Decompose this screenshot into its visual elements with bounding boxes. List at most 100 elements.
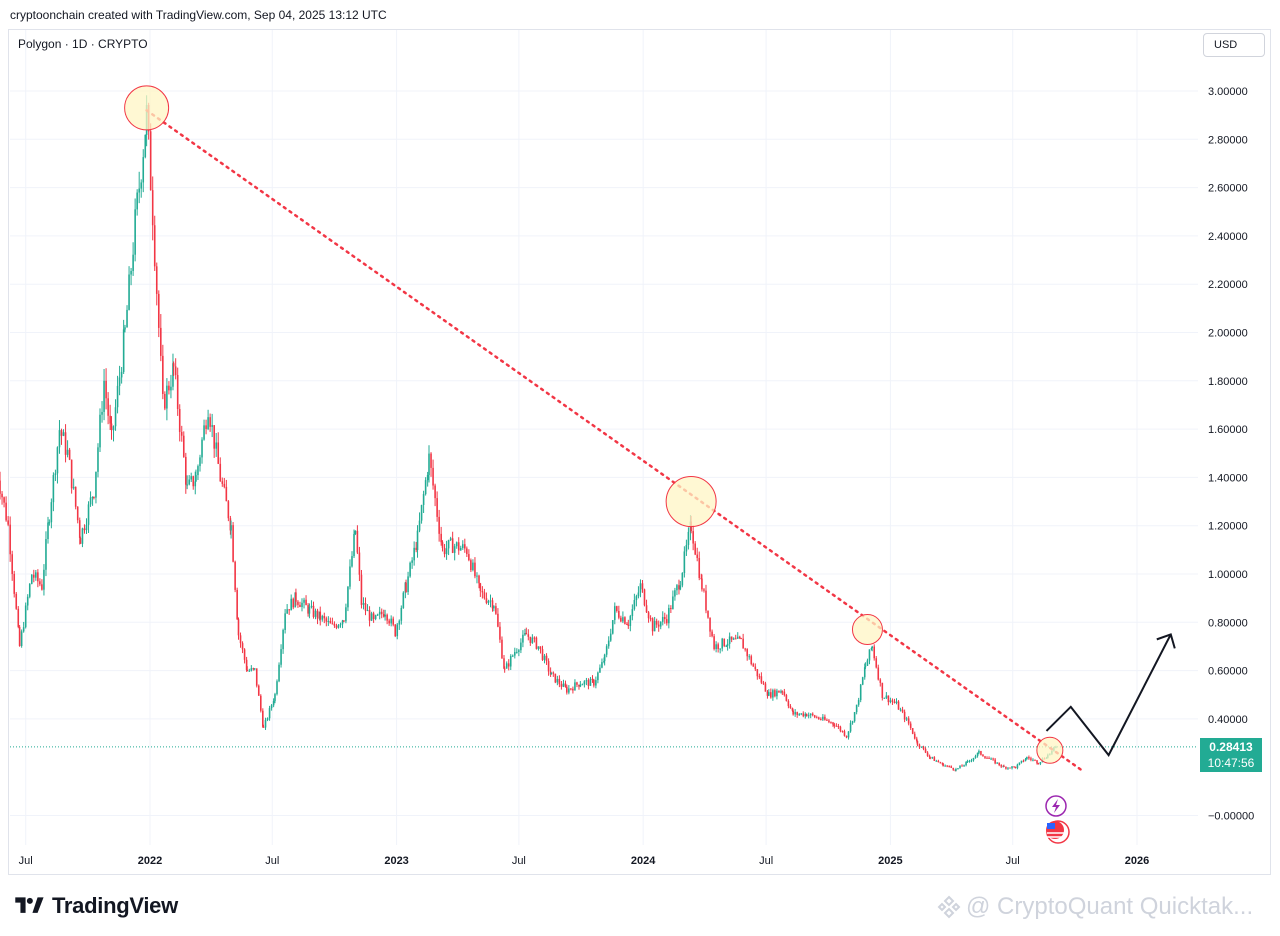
candle-body [246,669,249,671]
candle-body [310,605,313,608]
chart-frame [8,29,1271,875]
candle-body [511,655,514,657]
candle-body [868,649,871,661]
candle-body [857,700,860,705]
candle-body [103,380,105,412]
candle-body [870,648,873,650]
candle-body [489,600,492,602]
candle-body [845,735,848,738]
candle-body [284,613,286,630]
candle-body [487,601,490,603]
candle-body [503,658,505,669]
candle-body [274,694,276,702]
candle-body [47,522,49,539]
candle-body [893,701,896,703]
candle-body [481,591,484,593]
tradingview-brand[interactable]: TradingView [12,893,178,919]
candle-body [1,493,3,498]
candle-body [199,457,201,467]
candle-body [717,644,719,649]
candle-body [18,626,21,646]
candle-body [331,623,334,625]
candle-body [105,380,107,399]
candle-body [497,613,499,627]
candle-body [299,604,301,607]
candle-body [824,716,826,720]
candle-body [547,661,550,672]
candle-body [1009,767,1011,769]
candle-body [259,695,262,711]
candle-body [420,504,423,521]
candle-body [1016,764,1019,769]
candle-body [56,447,59,474]
candle-body [142,157,145,183]
candle-body [219,463,222,482]
candle-body [372,613,375,619]
candle-body [1011,766,1013,769]
y-tick-label: 2.20000 [1208,279,1248,291]
candle-body [798,714,801,716]
candle-body [451,538,454,553]
annotations [124,85,1176,844]
y-tick-label: 0.40000 [1208,714,1248,726]
candle-body [155,266,158,294]
currency-button[interactable]: USD [1203,33,1265,57]
candle-body [683,551,686,574]
candle-body [698,557,701,578]
x-tick-label: Jul [19,855,33,867]
candle-body [879,679,882,683]
candle-body [380,611,383,615]
candle-body [282,629,284,650]
candle-body [772,690,774,698]
candle-body [474,562,476,577]
candle-body [992,758,994,760]
candle-body [107,398,109,416]
candle-body [770,692,772,698]
candle-body [89,497,92,505]
candle-body [918,744,921,748]
watermark: @ CryptoQuant Quicktak... [936,893,1253,921]
candle-body [130,270,132,275]
candle-body [237,619,240,636]
candle-body [5,502,7,521]
symbol-title[interactable]: Polygon · 1D · CRYPTO [18,37,148,51]
candle-body [944,765,946,767]
candle-body [703,589,705,591]
candle-body [651,618,654,632]
candle-body [558,678,561,685]
candle-body [64,432,67,455]
touch-point-circle [665,476,717,528]
candle-body [713,636,715,650]
candle-body [128,274,130,310]
candle-body [13,573,16,594]
candle-body [384,614,386,617]
candle-body [968,760,971,762]
candle-body [734,638,737,640]
candle-body [926,752,929,756]
candle-body [719,648,721,650]
candle-body [295,592,297,602]
candle-body [278,664,280,682]
candle-body [120,371,123,378]
candle-body [781,691,784,693]
candle-body [205,425,207,429]
candle-body [599,667,601,673]
candle-body [109,415,111,424]
candle-body [394,624,397,637]
candle-body [321,616,324,620]
candle-body [323,616,326,619]
candle-body [76,506,79,521]
candle-body [83,528,86,531]
candle-body [518,650,520,652]
candle-body [505,663,508,669]
candle-body [663,617,666,620]
candle-body [17,608,20,627]
candle-body [266,718,269,720]
candle-body [796,712,798,715]
candle-body [666,619,668,624]
candle-body [635,596,638,601]
candle-body [535,637,538,649]
candle-body [230,525,232,531]
candle-body [843,731,846,736]
